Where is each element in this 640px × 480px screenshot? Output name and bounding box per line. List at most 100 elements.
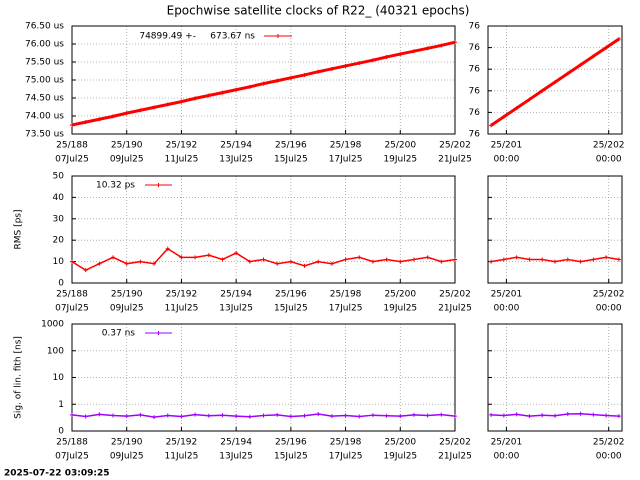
point-marker <box>329 414 334 419</box>
y-tick-label: 1 <box>58 400 64 410</box>
x-tick-sublabel: 11Jul25 <box>165 155 199 165</box>
point-marker <box>591 257 596 262</box>
y-tick-label: 76 <box>469 108 481 118</box>
x-tick-label: 25/192 <box>166 438 198 448</box>
x-tick-label: 25/201 <box>491 141 523 151</box>
point-marker <box>370 259 375 264</box>
y-tick-label: 74.00 us <box>25 112 64 122</box>
y-axis-label: Sig. of lin. fith [ns] <box>14 336 24 419</box>
point-marker <box>343 413 348 418</box>
point-marker <box>453 257 457 262</box>
point-marker <box>220 90 225 95</box>
y-tick-label: 76.00 us <box>25 40 64 50</box>
y-tick-label: 50 <box>53 172 65 182</box>
point-marker <box>501 413 506 418</box>
timestamp: 2025-07-22 03:09:25 <box>4 469 109 479</box>
point-marker <box>138 412 143 417</box>
point-marker <box>591 54 596 59</box>
point-marker <box>514 255 519 260</box>
x-tick-label: 25/194 <box>220 141 252 151</box>
point-marker <box>357 255 362 260</box>
point-marker <box>384 413 389 418</box>
point-marker <box>384 54 389 59</box>
y-tick-label: 73.50 us <box>25 130 64 140</box>
point-marker <box>565 257 570 262</box>
point-marker <box>343 257 348 262</box>
point-marker <box>411 412 416 417</box>
point-marker <box>70 412 74 417</box>
point-marker <box>247 414 252 419</box>
y-tick-label: 10 <box>53 373 65 383</box>
plot-frame <box>487 25 623 135</box>
x-tick-sublabel: 21Jul25 <box>438 452 472 462</box>
x-tick-sublabel: 21Jul25 <box>438 304 472 314</box>
x-tick-sublabel: 07Jul25 <box>55 155 89 165</box>
point-marker <box>165 102 170 107</box>
point-marker <box>220 413 225 418</box>
point-marker <box>97 117 102 122</box>
x-tick-sublabel: 00:00 <box>493 452 519 462</box>
point-marker <box>193 412 198 417</box>
x-tick-sublabel: 13Jul25 <box>219 155 253 165</box>
x-tick-label: 25/188 <box>56 141 88 151</box>
point-marker <box>138 108 143 113</box>
x-tick-label: 25/202 <box>439 290 471 300</box>
x-tick-label: 25/201 <box>491 290 523 300</box>
point-marker <box>357 61 362 66</box>
y-tick-label: 74.50 us <box>25 94 64 104</box>
point-marker <box>206 253 211 258</box>
x-tick-sublabel: 09Jul25 <box>110 452 144 462</box>
x-tick-label: 25/194 <box>220 290 252 300</box>
plot-frame <box>487 323 623 432</box>
point-marker <box>247 259 252 264</box>
point-marker <box>489 259 494 264</box>
x-tick-sublabel: 11Jul25 <box>165 452 199 462</box>
point-marker <box>604 45 609 50</box>
x-tick-label: 25/202 <box>593 141 625 151</box>
point-marker <box>411 49 416 54</box>
x-tick-sublabel: 00:00 <box>596 304 622 314</box>
point-marker <box>152 105 157 110</box>
y-tick-label: 76.50 us <box>25 22 64 32</box>
x-tick-label: 25/202 <box>439 141 471 151</box>
y-tick-label: 1000 <box>41 320 64 330</box>
point-marker <box>616 257 621 262</box>
point-marker <box>234 87 239 92</box>
y-tick-label: 10 <box>53 257 65 267</box>
chart-title: Epochwise satellite clocks of R22_ (4032… <box>167 4 470 18</box>
point-marker <box>261 413 266 418</box>
x-tick-label: 25/190 <box>111 141 143 151</box>
point-marker <box>288 259 293 264</box>
point-marker <box>514 412 519 417</box>
point-marker <box>302 263 307 268</box>
plot-frame <box>71 25 456 135</box>
point-marker <box>261 257 266 262</box>
y-tick-label: 76 <box>469 130 481 140</box>
x-tick-sublabel: 09Jul25 <box>110 304 144 314</box>
point-marker <box>261 81 266 86</box>
point-marker <box>604 255 609 260</box>
point-marker <box>501 114 506 119</box>
point-marker <box>553 413 557 418</box>
point-marker <box>565 412 570 417</box>
point-marker <box>302 72 307 77</box>
point-marker <box>111 255 116 260</box>
point-marker <box>489 123 494 128</box>
point-marker <box>179 99 184 104</box>
y-tick-label: 0 <box>58 279 64 289</box>
point-marker <box>111 413 116 418</box>
point-marker <box>193 255 198 260</box>
y-tick-label: 30 <box>53 214 65 224</box>
point-marker <box>604 413 609 418</box>
y-axis-label: RMS [ps] <box>14 209 24 249</box>
legend-marker <box>156 331 161 335</box>
point-marker <box>616 36 621 41</box>
point-marker <box>83 414 88 419</box>
x-tick-sublabel: 07Jul25 <box>55 452 89 462</box>
point-marker <box>578 259 583 264</box>
point-marker <box>425 46 430 51</box>
y-tick-label: 76 <box>469 86 481 96</box>
x-tick-sublabel: 13Jul25 <box>219 452 253 462</box>
point-marker <box>111 114 116 119</box>
